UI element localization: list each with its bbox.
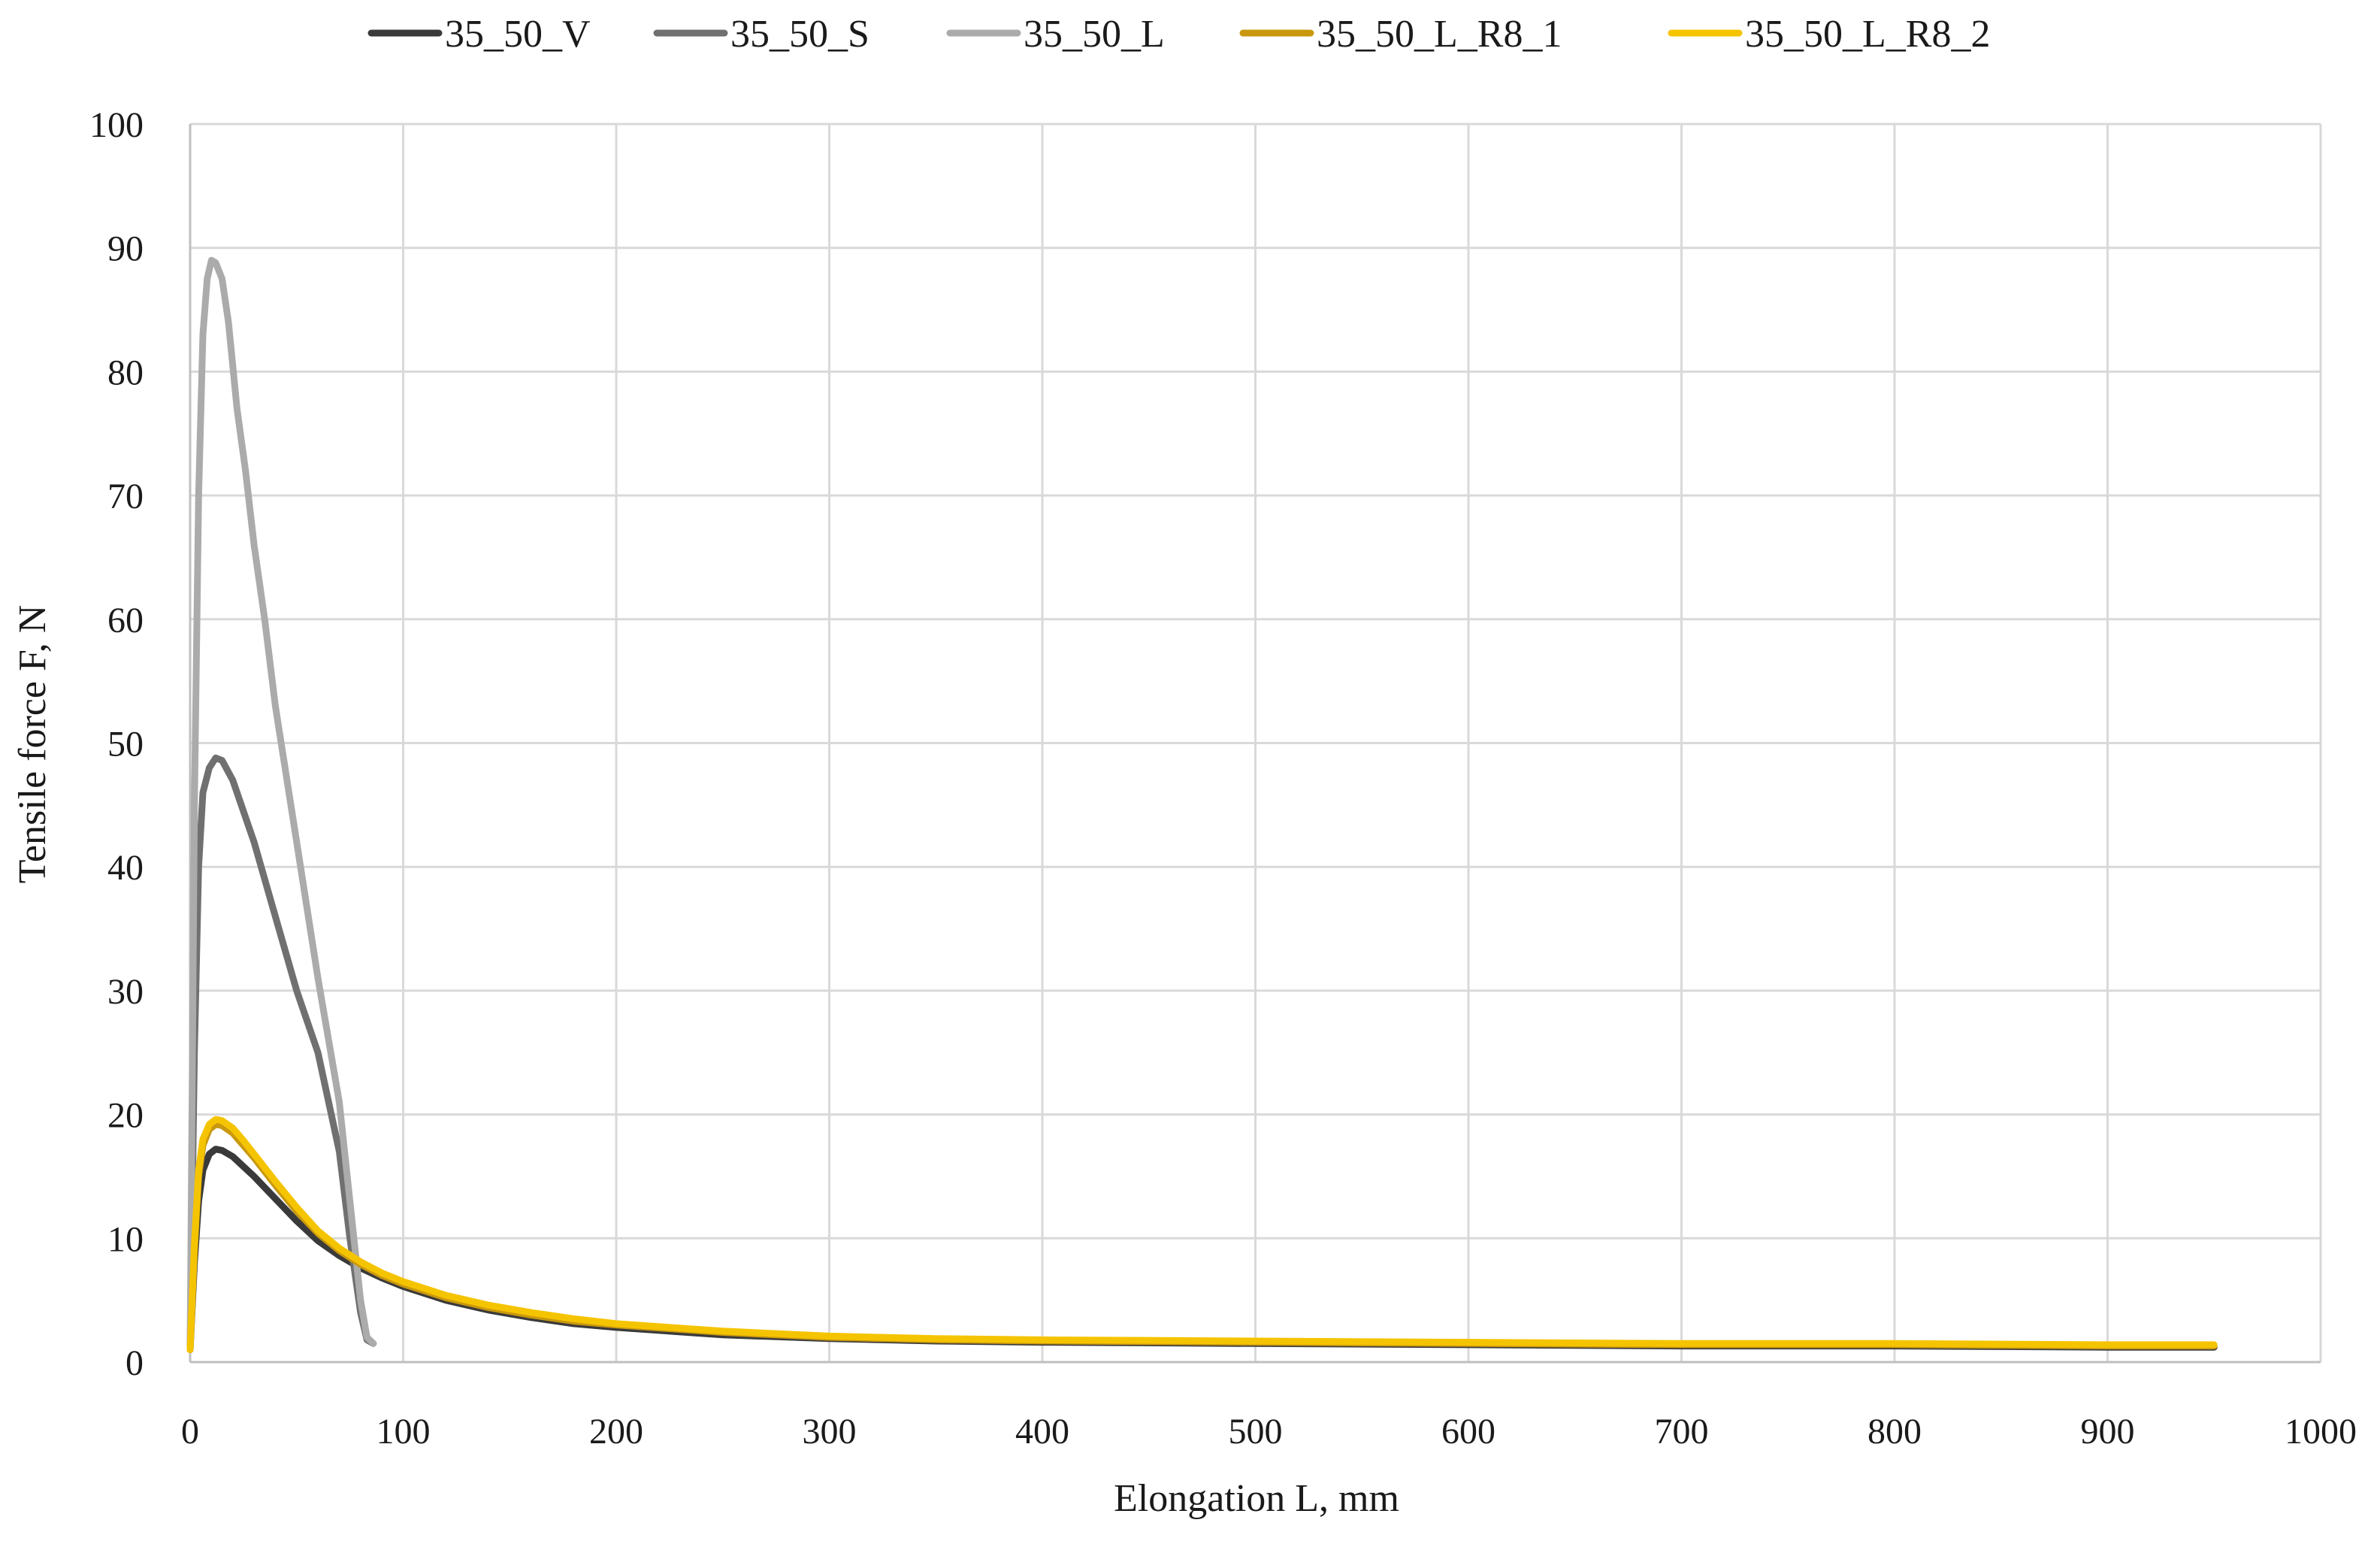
x-tick-label: 900 bbox=[2081, 1412, 2135, 1452]
legend-label: 35_50_L_R8_1 bbox=[1317, 13, 1562, 56]
y-tick-label: 70 bbox=[107, 477, 144, 516]
legend-label: 35_50_V bbox=[445, 13, 591, 56]
x-tick-label: 400 bbox=[1015, 1412, 1069, 1452]
legend-item-35_50_S: 35_50_S bbox=[653, 13, 869, 56]
y-tick-label: 90 bbox=[107, 229, 144, 269]
series-line-35_50_L bbox=[186, 256, 377, 1353]
x-axis-title: Elongation L, mm bbox=[1114, 1477, 1399, 1520]
y-tick-label: 80 bbox=[107, 353, 144, 392]
x-tick-label: 700 bbox=[1655, 1412, 1709, 1452]
legend-item-35_50_L_R8_1: 35_50_L_R8_1 bbox=[1239, 13, 1562, 56]
y-tick-label: 30 bbox=[107, 972, 144, 1012]
legend-item-35_50_V: 35_50_V bbox=[367, 13, 591, 56]
x-tick-label: 1000 bbox=[2285, 1412, 2357, 1452]
y-tick-label: 0 bbox=[126, 1343, 144, 1383]
x-tick-label: 600 bbox=[1441, 1412, 1495, 1452]
series-line-35_50_L_R8_1 bbox=[186, 1121, 2218, 1353]
legend-label: 35_50_S bbox=[730, 13, 869, 56]
x-tick-label: 300 bbox=[803, 1412, 857, 1452]
x-tick-label: 800 bbox=[1867, 1412, 1922, 1452]
y-tick-label: 40 bbox=[107, 848, 144, 888]
series-line-35_50_S bbox=[186, 754, 377, 1353]
x-tick-label: 200 bbox=[589, 1412, 643, 1452]
legend-label: 35_50_L_R8_2 bbox=[1745, 13, 1990, 56]
y-tick-label: 60 bbox=[107, 601, 144, 640]
y-axis-title: Tensile force F, N bbox=[11, 605, 54, 884]
legend-label: 35_50_L bbox=[1024, 13, 1165, 56]
legend: 35_50_V 35_50_S 35_50_L 35_50_L_R8_1 35_50_L… bbox=[367, 13, 1990, 56]
y-tick-label: 20 bbox=[107, 1096, 144, 1136]
series-line-35_50_V bbox=[186, 1146, 2218, 1353]
x-tick-label: 500 bbox=[1229, 1412, 1283, 1452]
gridlines bbox=[190, 123, 2322, 1362]
legend-item-35_50_L_R8_2: 35_50_L_R8_2 bbox=[1668, 13, 1990, 56]
y-tick-label: 50 bbox=[107, 725, 144, 764]
series-line-35_50_L_R8_2 bbox=[186, 1116, 2218, 1353]
y-tick-label: 100 bbox=[89, 105, 144, 145]
series-lines bbox=[186, 256, 2218, 1353]
x-tick-label: 100 bbox=[377, 1412, 431, 1452]
y-tick-label: 10 bbox=[107, 1219, 144, 1259]
x-tick-label: 0 bbox=[181, 1412, 199, 1452]
legend-item-35_50_L: 35_50_L bbox=[946, 13, 1165, 56]
